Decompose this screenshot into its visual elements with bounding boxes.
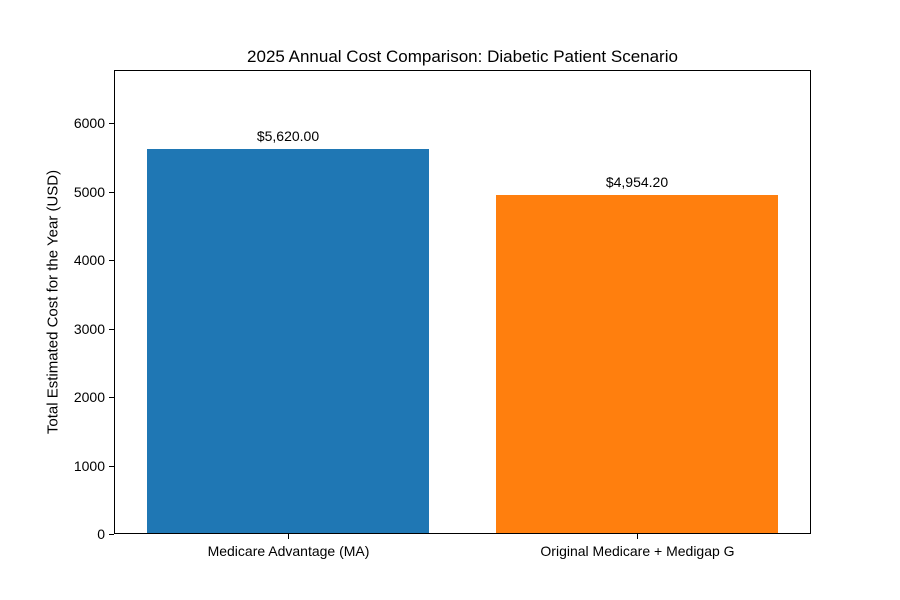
y-tick-mark xyxy=(109,534,114,535)
y-tick-label: 5000 xyxy=(73,184,105,200)
y-tick-mark xyxy=(109,192,114,193)
y-tick-mark xyxy=(109,123,114,124)
bar xyxy=(496,195,778,533)
x-tick-mark xyxy=(288,534,289,539)
y-tick-mark xyxy=(109,329,114,330)
y-tick-label: 1000 xyxy=(73,458,105,474)
x-tick-label: Original Medicare + Medigap G xyxy=(540,543,735,559)
chart-title: 2025 Annual Cost Comparison: Diabetic Pa… xyxy=(247,47,678,66)
y-tick-label: 3000 xyxy=(73,321,105,337)
y-tick-label: 6000 xyxy=(73,115,105,131)
y-tick-label: 2000 xyxy=(73,389,105,405)
y-tick-mark xyxy=(109,466,114,467)
y-tick-label: 0 xyxy=(97,526,105,542)
y-tick-mark xyxy=(109,260,114,261)
bar-value-label: $5,620.00 xyxy=(256,128,320,144)
bar xyxy=(147,149,429,533)
x-tick-mark xyxy=(637,534,638,539)
x-tick-label: Medicare Advantage (MA) xyxy=(207,543,370,559)
y-tick-mark xyxy=(109,397,114,398)
y-tick-label: 4000 xyxy=(73,252,105,268)
bar-value-label: $4,954.20 xyxy=(605,174,669,190)
